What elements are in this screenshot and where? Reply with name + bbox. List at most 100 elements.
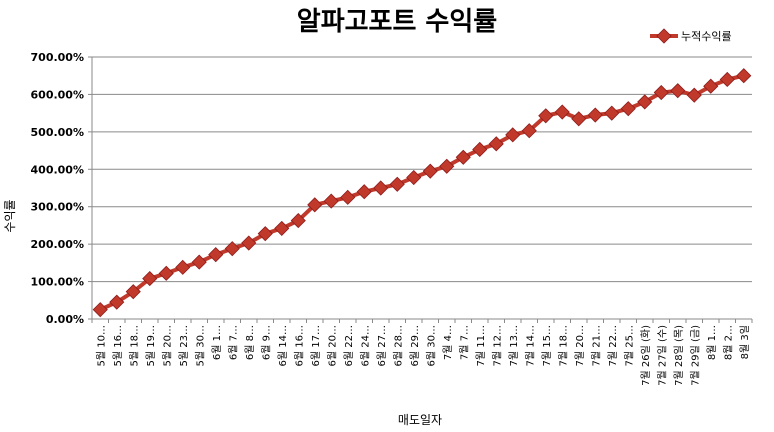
data-point	[125, 284, 141, 300]
y-axis-ticks: 0.00% 100.00% 200.00% 300.00% 400.00% 500.00%…	[31, 51, 92, 326]
x-tick-label: 7월 21…	[590, 325, 602, 366]
x-axis-ticks: 5월 10… 5월 16… 5월 18… 5월 19… 5월 20… 5월 23… 5월 3…	[91, 319, 753, 386]
legend-label: 누적수익률	[681, 30, 732, 43]
y-tick-label: 200.00%	[31, 238, 84, 251]
x-tick-label: 7월 26일 (화)	[640, 325, 652, 386]
x-tick-label: 7월 14…	[524, 325, 536, 366]
data-point	[257, 226, 273, 242]
data-point	[604, 105, 620, 121]
data-point	[323, 193, 339, 209]
x-tick-label: 7월 4…	[442, 325, 454, 360]
x-tick-label: 7월 29일 (금)	[689, 325, 701, 386]
gridlines	[92, 56, 752, 283]
legend: 누적수익률	[650, 28, 732, 44]
x-tick-label: 8월 3일	[739, 325, 751, 359]
x-tick-label: 7월 15…	[541, 325, 553, 366]
data-point	[538, 108, 554, 124]
x-tick-label: 7월 28일 (목)	[673, 325, 685, 386]
data-point	[653, 84, 669, 101]
x-tick-label: 5월 19…	[145, 325, 157, 366]
x-tick-label: 7월 27일 (수)	[656, 325, 668, 386]
data-point	[472, 141, 488, 158]
y-tick-label: 400.00%	[31, 163, 84, 176]
data-point	[191, 254, 207, 270]
chart-title: 알파고포트 수익률	[297, 7, 497, 37]
x-tick-label: 7월 12…	[491, 325, 503, 366]
data-point	[703, 78, 719, 94]
x-tick-label: 7월 13…	[508, 325, 520, 366]
x-tick-label: 6월 1…	[211, 325, 223, 360]
data-point	[670, 83, 686, 99]
x-tick-label: 7월 25…	[623, 325, 635, 366]
data-point	[505, 127, 521, 143]
data-point	[587, 107, 603, 123]
data-point	[488, 136, 504, 152]
y-tick-label: 700.00%	[31, 51, 84, 64]
data-point	[422, 163, 438, 179]
data-point	[92, 302, 108, 318]
x-tick-label: 5월 18…	[128, 325, 140, 366]
data-point	[175, 259, 191, 275]
data-point	[554, 104, 570, 120]
data-point	[224, 241, 240, 257]
data-point	[274, 220, 290, 236]
data-point	[521, 123, 537, 139]
data-point	[340, 189, 356, 205]
y-tick-label: 100.00%	[31, 276, 84, 289]
x-tick-label: 7월 20…	[574, 325, 586, 366]
data-point	[637, 94, 653, 110]
x-tick-label: 5월 10…	[95, 325, 107, 366]
data-point	[620, 101, 636, 117]
x-tick-label: 5월 23…	[178, 325, 190, 366]
x-tick-label: 6월 14…	[277, 325, 289, 366]
data-point	[142, 271, 158, 287]
data-point	[208, 247, 224, 263]
x-tick-label: 5월 16…	[112, 325, 124, 366]
data-point	[455, 149, 471, 165]
y-tick-label: 600.00%	[31, 88, 84, 101]
y-tick-label: 0.00%	[46, 313, 84, 326]
x-tick-label: 6월 17…	[310, 325, 322, 366]
x-tick-label: 6월 27…	[376, 325, 388, 366]
data-point	[373, 180, 389, 196]
x-tick-label: 6월 20…	[326, 325, 338, 366]
x-tick-label: 8월 2…	[722, 325, 734, 360]
x-axis-title: 매도일자	[398, 413, 442, 427]
x-tick-label: 7월 22…	[607, 325, 619, 366]
x-tick-label: 6월 22…	[343, 325, 355, 366]
series-line	[99, 73, 745, 312]
y-axis-title: 수익률	[3, 199, 17, 232]
x-tick-label: 7월 11…	[475, 325, 487, 366]
x-tick-label: 6월 8…	[244, 325, 256, 360]
x-tick-label: 6월 30…	[425, 325, 437, 366]
data-point	[307, 197, 323, 213]
x-tick-label: 5월 20…	[161, 325, 173, 366]
legend-diamond-marker	[656, 28, 672, 44]
data-point	[290, 212, 306, 229]
y-tick-label: 500.00%	[31, 126, 84, 139]
x-tick-label: 6월 24…	[359, 325, 371, 366]
x-tick-label: 6월 29…	[409, 325, 421, 366]
x-tick-label: 6월 16…	[293, 325, 305, 366]
data-point	[356, 184, 372, 200]
data-point	[109, 294, 125, 310]
data-point	[571, 111, 587, 127]
data-point	[439, 158, 455, 174]
data-point	[389, 176, 405, 192]
x-tick-label: 5월 30…	[194, 325, 206, 366]
series-line-path	[99, 73, 745, 312]
data-point	[406, 169, 422, 186]
x-tick-label: 6월 28…	[392, 325, 404, 366]
x-tick-label: 7월 18…	[557, 325, 569, 366]
y-tick-label: 300.00%	[31, 201, 84, 214]
data-point	[241, 235, 257, 251]
data-point	[736, 68, 752, 84]
x-tick-label: 6월 7…	[227, 325, 239, 360]
data-point	[686, 87, 702, 103]
data-point-markers	[92, 68, 752, 318]
x-tick-label: 7월 7…	[458, 325, 470, 360]
x-tick-label: 8월 1…	[706, 325, 718, 360]
data-point	[719, 71, 735, 88]
data-point	[158, 265, 174, 281]
